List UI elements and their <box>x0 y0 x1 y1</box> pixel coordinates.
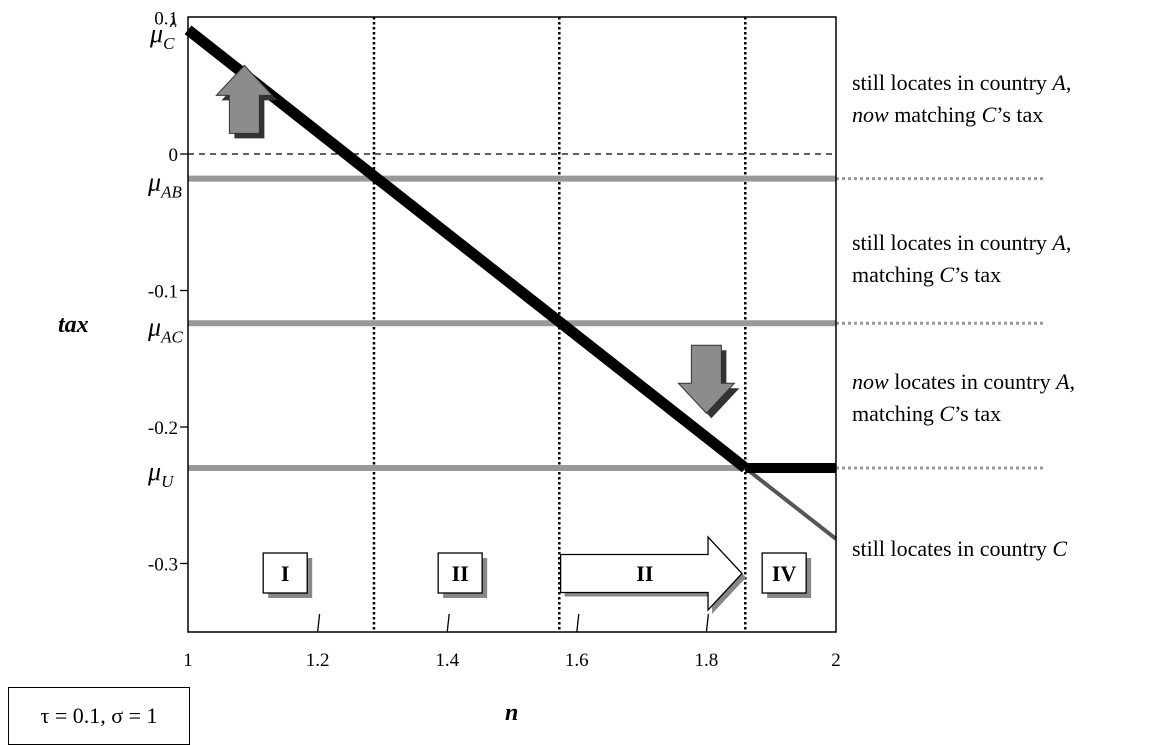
parameters-label: τ = 0.1, σ = 1 <box>40 703 158 728</box>
y-tick-label: 0.1 <box>154 9 178 30</box>
region-label: I <box>281 561 290 586</box>
annotation-text: ’s tax <box>954 262 1002 287</box>
annotation-text: now <box>852 369 889 394</box>
annotation-3: now locates in country A, matching C’s ta… <box>852 366 1075 430</box>
annotation-text: A <box>1056 369 1070 394</box>
annotation-text: matching <box>888 102 982 127</box>
region-box <box>437 552 483 594</box>
annotation-line: matching C’s tax <box>852 259 1071 291</box>
y-tick-label: -0.1 <box>148 282 178 303</box>
x-tick-mark <box>446 613 450 633</box>
annotation-text: now <box>852 102 889 127</box>
plot-frame <box>187 16 837 633</box>
annotation-text: matching <box>852 401 940 426</box>
annotation-text: , <box>1069 369 1076 394</box>
x-tick-label: 1.4 <box>435 650 459 671</box>
annotation-text: C <box>1052 536 1068 561</box>
annotation-1: still locates in country A, now matching … <box>852 67 1071 131</box>
y-tick-label: -0.2 <box>148 418 178 439</box>
region-label: IV <box>772 561 797 586</box>
annotation-text: still locates in country <box>852 536 1053 561</box>
region-label: II <box>452 561 469 586</box>
region-box <box>262 552 308 594</box>
annotation-line: now matching C’s tax <box>852 99 1071 131</box>
x-tick-label: 1.6 <box>565 650 589 671</box>
series-continuation <box>744 466 838 541</box>
annotation-line: still locates in country C <box>852 533 1067 565</box>
region-label: II <box>636 561 653 586</box>
y-tick-label: 0 <box>169 145 179 166</box>
x-tick-mark <box>705 613 710 633</box>
annotation-text: C <box>981 102 997 127</box>
annotation-text: A <box>1052 230 1066 255</box>
x-tick-mark <box>576 613 580 633</box>
annotation-line: matching C’s tax <box>852 398 1075 430</box>
x-tick-label: 1 <box>183 650 193 671</box>
level-label-subscript: AB <box>160 183 182 202</box>
annotation-text: still locates in country <box>852 230 1053 255</box>
region-box <box>761 552 807 594</box>
annotation-4: still locates in country C <box>852 533 1067 565</box>
annotation-2: still locates in country A, matching C’s … <box>852 227 1071 291</box>
annotation-text: , <box>1065 70 1072 95</box>
annotation-text: still locates in country <box>852 70 1053 95</box>
x-tick-label: 1.2 <box>306 650 330 671</box>
level-label-subscript: AC <box>160 327 183 346</box>
annotation-line: now locates in country A, <box>852 366 1075 398</box>
annotation-text: matching <box>852 262 940 287</box>
level-label-ab: μAB <box>147 168 182 202</box>
top-label-superscript: λ <box>169 14 177 31</box>
level-label-ac: μAC <box>147 312 183 346</box>
x-axis-title: n <box>505 700 519 726</box>
annotation-text: locates in country <box>888 369 1057 394</box>
annotation-text: C <box>939 262 955 287</box>
annotation-text: , <box>1065 230 1072 255</box>
x-tick-label: 1.8 <box>695 650 719 671</box>
parameters-box: τ = 0.1, σ = 1 <box>8 687 190 745</box>
x-tick-label: 2 <box>831 650 841 671</box>
top-label-subscript: C <box>163 34 175 53</box>
level-label-subscript: U <box>161 472 175 491</box>
arrow-down-icon <box>677 344 736 414</box>
y-axis-title: tax <box>58 312 89 338</box>
x-tick-mark <box>316 613 321 633</box>
series-main <box>184 25 749 473</box>
annotation-text: C <box>939 401 955 426</box>
annotation-line: still locates in country A, <box>852 67 1071 99</box>
annotation-text: A <box>1052 70 1066 95</box>
annotation-line: still locates in country A, <box>852 227 1071 259</box>
level-label-u: μU <box>147 457 175 491</box>
annotation-text: ’s tax <box>954 401 1002 426</box>
region-arrow <box>559 535 743 612</box>
arrow-up-icon <box>215 64 274 134</box>
y-tick-label: -0.3 <box>148 555 178 576</box>
annotation-text: ’s tax <box>996 102 1044 127</box>
